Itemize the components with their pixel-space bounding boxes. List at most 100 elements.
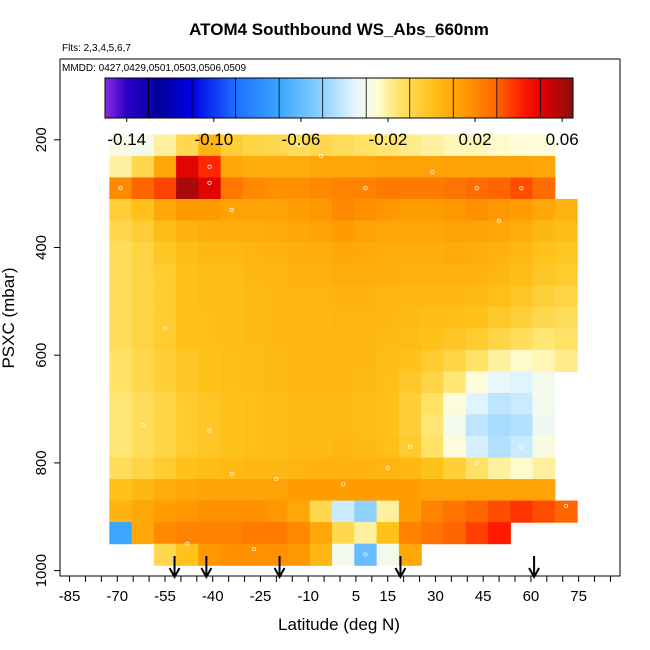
- heatmap-cell: [198, 500, 222, 523]
- heatmap-cell: [532, 328, 556, 351]
- heatmap-cell: [198, 263, 222, 286]
- heatmap-cell: [309, 220, 333, 243]
- heatmap-cell: [220, 155, 244, 178]
- heatmap-cell: [554, 220, 578, 243]
- heatmap-cell: [220, 306, 244, 329]
- heatmap-cells: [109, 134, 578, 566]
- heatmap-cell: [332, 522, 355, 545]
- heatmap-cell: [265, 285, 289, 308]
- heatmap-cell: [109, 328, 133, 351]
- heatmap-cell: [243, 457, 266, 480]
- heatmap-cell: [265, 328, 289, 351]
- x-tick-label: 60: [523, 588, 540, 605]
- heatmap-cell: [198, 328, 222, 351]
- heatmap-cell: [198, 543, 222, 566]
- heatmap-cell: [465, 500, 489, 523]
- heatmap-cell: [198, 199, 222, 222]
- heatmap-cell: [421, 392, 444, 415]
- heatmap-cell: [354, 371, 378, 394]
- heatmap-cell: [488, 328, 511, 351]
- heatmap-cell: [421, 436, 444, 459]
- heatmap-cell: [243, 263, 266, 286]
- heatmap-cell: [398, 414, 422, 437]
- heatmap-cell: [488, 134, 511, 157]
- heatmap-cell: [443, 134, 467, 157]
- heatmap-cell: [354, 328, 378, 351]
- heatmap-cell: [198, 349, 222, 372]
- heatmap-cell: [465, 392, 489, 415]
- heatmap-cell: [510, 306, 534, 329]
- heatmap-cell: [309, 155, 333, 178]
- heatmap-cell: [131, 479, 155, 502]
- heatmap-cell: [354, 479, 378, 502]
- heatmap-cell: [153, 220, 177, 243]
- heatmap-cell: [465, 155, 489, 178]
- heatmap-cell: [265, 457, 289, 480]
- colorbar-tick-label: -0.10: [194, 130, 233, 149]
- heatmap-cell: [309, 263, 333, 286]
- heatmap-cell: [309, 199, 333, 222]
- heatmap-cell: [265, 263, 289, 286]
- heatmap-cell: [376, 479, 400, 502]
- heatmap-cell: [153, 263, 177, 286]
- heatmap-cell: [198, 436, 222, 459]
- heatmap-cell: [332, 220, 355, 243]
- heatmap-cell: [176, 392, 199, 415]
- heatmap-cell: [554, 306, 578, 329]
- x-tick-label: -70: [106, 588, 128, 605]
- heatmap-cell: [332, 371, 355, 394]
- heatmap-cell: [153, 543, 177, 566]
- heatmap-cell: [153, 285, 177, 308]
- sample-marker: [207, 164, 212, 169]
- heatmap-cell: [309, 500, 333, 523]
- heatmap-cell: [220, 392, 244, 415]
- heatmap-cell: [153, 134, 177, 157]
- heatmap-cell: [153, 479, 177, 502]
- heatmap-cell: [421, 242, 444, 265]
- heatmap-cell: [532, 349, 556, 372]
- heatmap-cell: [176, 349, 199, 372]
- heatmap-cell: [510, 199, 534, 222]
- heatmap-cell: [332, 500, 355, 523]
- heatmap-cell: [398, 349, 422, 372]
- heatmap-cell: [376, 177, 400, 200]
- heatmap-cell: [443, 285, 467, 308]
- colorbar-tick-label: -0.06: [282, 130, 321, 149]
- heatmap-cell: [243, 349, 266, 372]
- heatmap-cell: [376, 436, 400, 459]
- heatmap-cell: [109, 263, 133, 286]
- heatmap-cell: [398, 220, 422, 243]
- heatmap-cell: [465, 263, 489, 286]
- heatmap-cell: [309, 285, 333, 308]
- heatmap-cell: [488, 349, 511, 372]
- sample-marker: [296, 143, 301, 148]
- heatmap-cell: [421, 285, 444, 308]
- colorbar-tick-label: 0.06: [546, 130, 579, 149]
- heatmap-cell: [532, 392, 556, 415]
- y-tick-label: 200: [33, 127, 50, 152]
- heatmap-cell: [309, 177, 333, 200]
- heatmap-cell: [443, 220, 467, 243]
- heatmap-cell: [354, 306, 378, 329]
- heatmap-cell: [554, 349, 578, 372]
- heatmap-cell: [332, 285, 355, 308]
- heatmap-cell: [265, 134, 289, 157]
- heatmap-cell: [398, 134, 422, 157]
- heatmap-cell: [243, 242, 266, 265]
- heatmap-cell: [554, 199, 578, 222]
- x-tick-label: -25: [250, 588, 272, 605]
- heatmap-cell: [198, 371, 222, 394]
- heatmap-cell: [131, 328, 155, 351]
- heatmap-cell: [532, 242, 556, 265]
- heatmap-cell: [443, 522, 467, 545]
- heatmap-cell: [398, 371, 422, 394]
- heatmap-cell: [176, 371, 199, 394]
- heatmap-cell: [287, 392, 311, 415]
- sample-marker: [207, 428, 212, 433]
- heatmap-cell: [510, 392, 534, 415]
- heatmap-cell: [488, 220, 511, 243]
- heatmap-cell: [109, 392, 133, 415]
- heatmap-cell: [488, 306, 511, 329]
- heatmap-cell: [131, 134, 155, 157]
- flight-arrowhead: [168, 567, 181, 580]
